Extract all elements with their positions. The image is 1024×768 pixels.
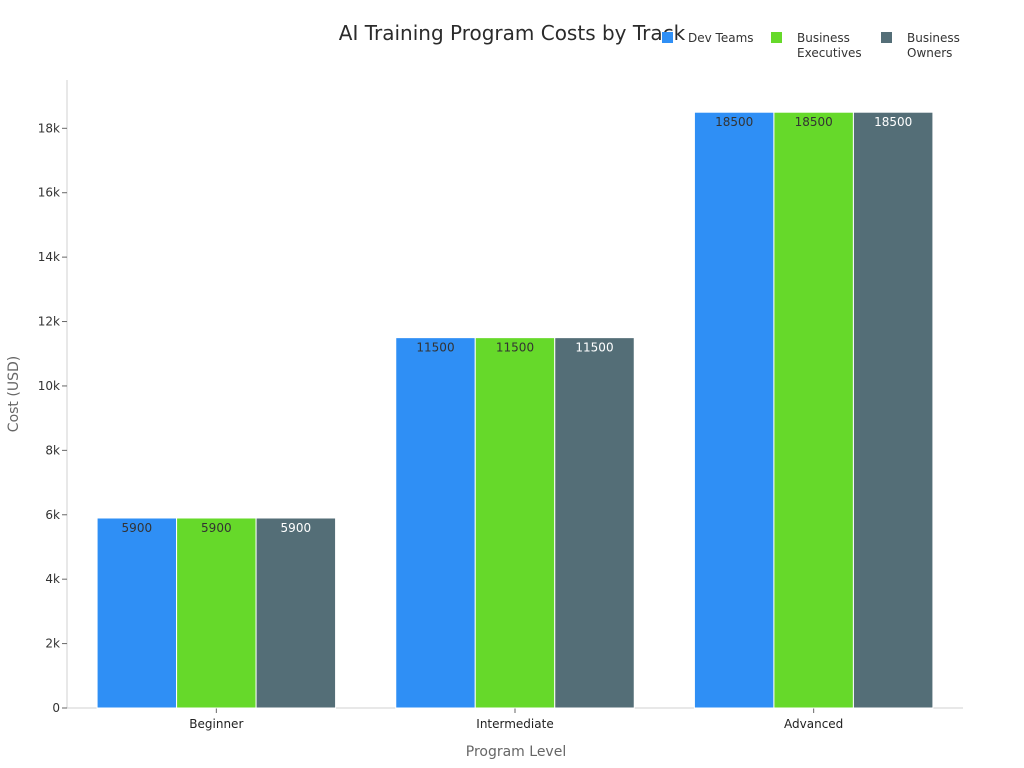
legend-label: Owners	[907, 46, 952, 60]
x-tick-label: Advanced	[784, 717, 843, 731]
x-tick-label: Intermediate	[476, 717, 553, 731]
y-tick-label: 18k	[38, 121, 60, 135]
data-label: 5900	[281, 521, 312, 535]
data-label: 18500	[715, 115, 753, 129]
data-label: 11500	[496, 341, 534, 355]
data-label: 5900	[201, 521, 232, 535]
y-tick-label: 14k	[38, 250, 60, 264]
legend-swatch	[662, 32, 673, 43]
bar	[773, 111, 854, 709]
y-tick-label: 2k	[45, 637, 60, 651]
data-label: 18500	[874, 115, 912, 129]
bar	[395, 337, 476, 709]
bar	[852, 111, 934, 709]
legend-swatch	[771, 32, 782, 43]
y-tick-label: 0	[52, 701, 60, 715]
chart-title: AI Training Program Costs by Track	[339, 21, 686, 45]
bar	[96, 517, 178, 709]
y-tick-label: 16k	[38, 186, 60, 200]
y-tick-label: 6k	[45, 508, 60, 522]
data-label: 5900	[122, 521, 153, 535]
y-tick-label: 8k	[45, 443, 60, 457]
legend: Dev Teams BusinessExecutivesBusinessOwner…	[662, 31, 960, 60]
legend-label: Business	[797, 31, 850, 45]
data-label: 18500	[795, 115, 833, 129]
y-tick-label: 4k	[45, 572, 60, 586]
x-axis-title: Program Level	[466, 744, 566, 760]
legend-label: Business	[907, 31, 960, 45]
legend-label: Dev Teams	[688, 31, 754, 45]
bar	[693, 111, 775, 709]
data-label: 11500	[416, 341, 454, 355]
bar	[255, 517, 337, 709]
legend-label: Executives	[797, 46, 862, 60]
y-tick-label: 12k	[38, 315, 60, 329]
data-label: 11500	[575, 341, 613, 355]
bar	[554, 337, 635, 709]
bar	[176, 517, 257, 709]
bar	[474, 337, 556, 709]
x-tick-label: Beginner	[189, 717, 243, 731]
y-axis-title: Cost (USD)	[6, 356, 22, 432]
plot-area: 0 2k 4k 6k 8k 10k 12k 14k 16k 18k Beginner 5900 5900…	[38, 80, 963, 731]
y-tick-label: 10k	[38, 379, 60, 393]
legend-swatch	[881, 32, 892, 43]
